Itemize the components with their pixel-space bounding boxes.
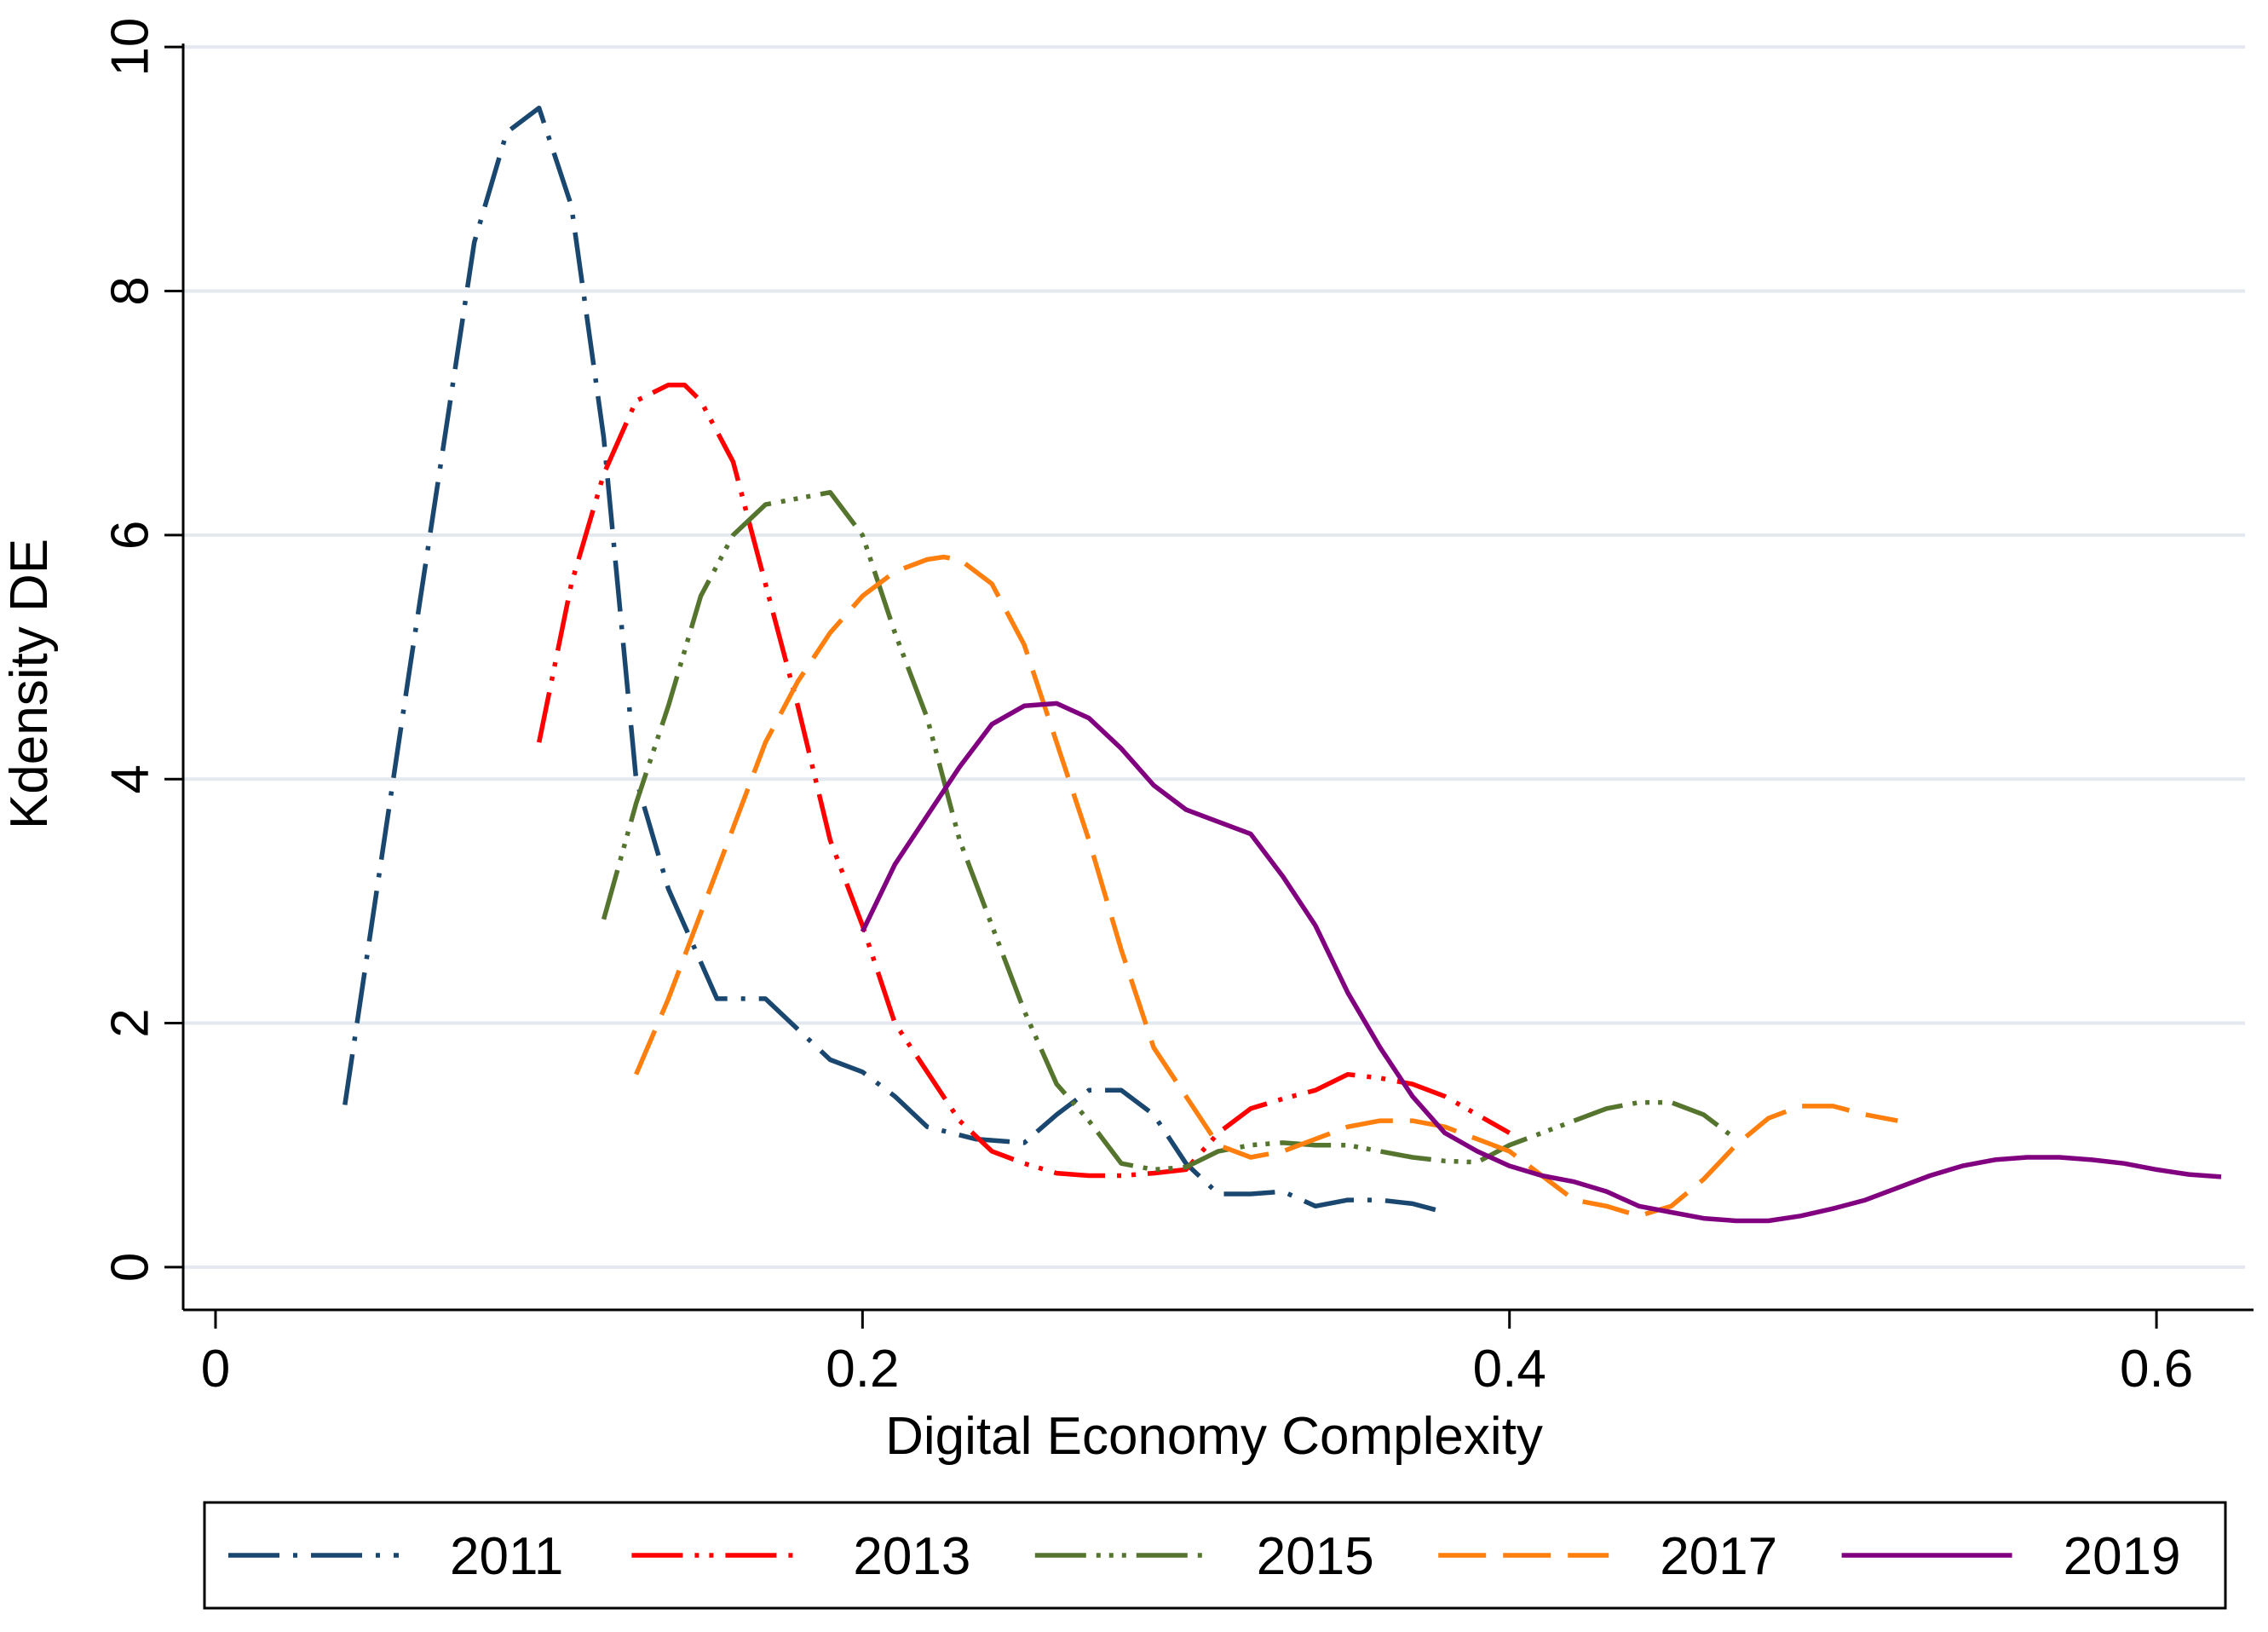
x-tick-label-1: 0.2	[826, 1340, 899, 1398]
y-tick-label-2: 4	[101, 764, 159, 793]
gridlines	[183, 45, 2245, 1269]
x-tick-label-3: 0.6	[2120, 1340, 2193, 1398]
legend-label-2017: 2017	[1660, 1527, 1777, 1586]
series-line-2019	[860, 701, 2222, 1224]
series-line-2011	[343, 105, 1446, 1215]
x-tick-label-2: 0.4	[1473, 1340, 1546, 1398]
x-tick-label-0: 0	[201, 1340, 230, 1398]
y-tick-label-0: 0	[101, 1253, 159, 1282]
x-axis-title: Digital Economy Complexity	[885, 1407, 1543, 1466]
series-line-2013	[537, 382, 1511, 1179]
legend-label-2013: 2013	[853, 1527, 970, 1586]
y-tick-label-5: 10	[101, 18, 159, 77]
series-line-2017	[634, 554, 1898, 1219]
y-tick-label-3: 6	[101, 521, 159, 550]
legend-label-2019: 2019	[2064, 1527, 2181, 1586]
series-line-2015	[601, 489, 1738, 1173]
y-axis-title: Kdensity DE	[0, 539, 59, 829]
axes: 0 2 4 6 8 10 0 0.2 0.4 0.6	[101, 18, 2254, 1398]
legend-label-2015: 2015	[1257, 1527, 1374, 1586]
legend: 2011 2013 2015 2017 2019	[203, 1501, 2227, 1610]
series-lines	[343, 105, 2222, 1224]
y-tick-label-4: 8	[101, 276, 159, 305]
legend-label-2011: 2011	[450, 1527, 563, 1586]
y-tick-label-1: 2	[101, 1008, 159, 1037]
